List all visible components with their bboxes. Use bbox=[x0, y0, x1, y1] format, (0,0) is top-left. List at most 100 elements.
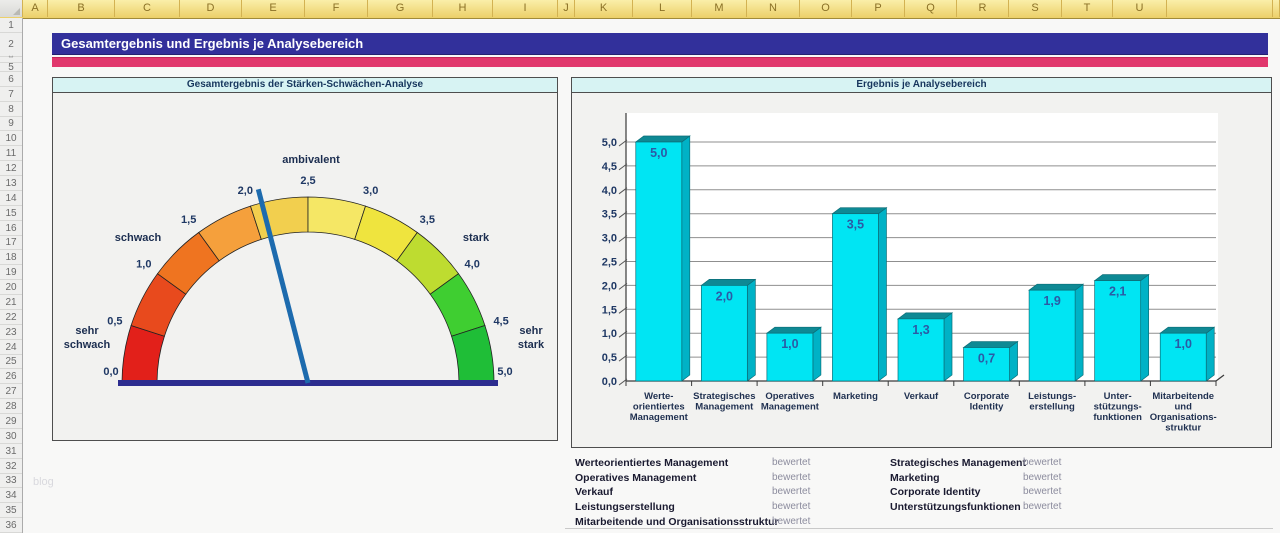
column-header-E[interactable]: E bbox=[242, 0, 305, 17]
row-header-30[interactable]: 30 bbox=[0, 429, 22, 444]
status-name-cell[interactable]: Operatives Management bbox=[575, 472, 697, 484]
row-header-34[interactable]: 34 bbox=[0, 488, 22, 503]
column-header-K[interactable]: K bbox=[575, 0, 633, 17]
row-header-25[interactable]: 25 bbox=[0, 355, 22, 369]
row-header-10[interactable]: 10 bbox=[0, 131, 22, 146]
row-header-9[interactable]: 9 bbox=[0, 117, 22, 131]
column-header-blank[interactable] bbox=[1273, 0, 1280, 17]
bar-1[interactable] bbox=[700, 285, 748, 382]
column-header-N[interactable]: N bbox=[747, 0, 800, 17]
bar-side-8 bbox=[1205, 326, 1215, 382]
bar-value-label: 2,0 bbox=[716, 289, 733, 303]
column-header-O[interactable]: O bbox=[800, 0, 852, 17]
row-header-33[interactable]: 33 bbox=[0, 474, 22, 488]
column-header-M[interactable]: M bbox=[692, 0, 747, 17]
row-header-27[interactable]: 27 bbox=[0, 384, 22, 399]
gauge-chart[interactable]: Gesamtergebnis der Stärken-Schwächen-Ana… bbox=[52, 77, 558, 441]
column-header-D[interactable]: D bbox=[180, 0, 242, 17]
status-name-cell[interactable]: Marketing bbox=[890, 472, 940, 484]
gauge-segment-9[interactable] bbox=[451, 324, 495, 384]
status-value-cell[interactable]: bewertet bbox=[772, 457, 811, 468]
bar-6[interactable] bbox=[1028, 289, 1076, 382]
row-header-8[interactable]: 8 bbox=[0, 102, 22, 117]
row-header-5[interactable]: 5 bbox=[0, 62, 22, 73]
status-name-cell[interactable]: Leistungserstellung bbox=[575, 501, 675, 513]
bar-8[interactable] bbox=[1159, 332, 1207, 382]
column-header-S[interactable]: S bbox=[1009, 0, 1062, 17]
row-header-1[interactable]: 1 bbox=[0, 18, 22, 33]
bar-top-8 bbox=[1159, 326, 1216, 334]
row-header-7[interactable]: 7 bbox=[0, 87, 22, 102]
hidden-rows-marker[interactable]: ** bbox=[0, 56, 22, 63]
status-value-cell[interactable]: bewertet bbox=[772, 486, 811, 497]
row-header-2[interactable]: 2 bbox=[0, 33, 22, 57]
status-value-cell[interactable]: bewertet bbox=[1023, 457, 1062, 468]
row-header-29[interactable]: 29 bbox=[0, 414, 22, 429]
column-header-L[interactable]: L bbox=[633, 0, 692, 17]
gauge-segment-4[interactable] bbox=[249, 196, 309, 240]
row-header-20[interactable]: 20 bbox=[0, 280, 22, 295]
column-header-H[interactable]: H bbox=[433, 0, 493, 17]
gauge-zone-far-right: sehr stark bbox=[518, 325, 545, 351]
bar-5[interactable] bbox=[963, 347, 1010, 382]
row-header-23[interactable]: 23 bbox=[0, 325, 22, 340]
row-header-32[interactable]: 32 bbox=[0, 459, 22, 474]
status-name-cell[interactable]: Corporate Identity bbox=[890, 486, 981, 498]
row-header-31[interactable]: 31 bbox=[0, 444, 22, 459]
row-header-36[interactable]: 36 bbox=[0, 518, 22, 533]
column-header-A[interactable]: A bbox=[23, 0, 48, 17]
row-header-18[interactable]: 18 bbox=[0, 250, 22, 265]
column-header-J[interactable]: J bbox=[558, 0, 575, 17]
status-name-cell[interactable]: Werteorientiertes Management bbox=[575, 457, 729, 469]
row-header-21[interactable]: 21 bbox=[0, 295, 22, 310]
row-header-26[interactable]: 26 bbox=[0, 369, 22, 384]
column-header-T[interactable]: T bbox=[1062, 0, 1113, 17]
bar-0[interactable] bbox=[635, 141, 683, 382]
column-header-B[interactable]: B bbox=[48, 0, 115, 17]
bar-4[interactable] bbox=[897, 318, 945, 382]
bar-3[interactable] bbox=[832, 213, 879, 382]
row-header-19[interactable]: 19 bbox=[0, 265, 22, 280]
column-header-C[interactable]: C bbox=[115, 0, 180, 17]
bar-chart[interactable]: Ergebnis je Analysebereich 0,0 0,5 1,0 1,5 2… bbox=[571, 77, 1272, 448]
column-header-F[interactable]: F bbox=[305, 0, 368, 17]
row-header-22[interactable]: 22 bbox=[0, 310, 22, 325]
gauge-zone-far-left: sehr schwach bbox=[64, 325, 111, 351]
column-header-blank[interactable] bbox=[1167, 0, 1273, 17]
row-header-13[interactable]: 13 bbox=[0, 176, 22, 191]
status-name-cell[interactable]: Strategisches Management bbox=[890, 457, 1026, 469]
status-name-cell[interactable]: Mitarbeitende und Organisationsstruktur bbox=[575, 516, 779, 528]
row-header-17[interactable]: 17 bbox=[0, 236, 22, 250]
column-header-G[interactable]: G bbox=[368, 0, 433, 17]
gauge-needle[interactable] bbox=[255, 188, 311, 384]
bar-7[interactable] bbox=[1094, 280, 1142, 382]
status-name-cell[interactable]: Unterstützungsfunktionen bbox=[890, 501, 1021, 513]
column-header-I[interactable]: I bbox=[493, 0, 558, 17]
row-header-35[interactable]: 35 bbox=[0, 503, 22, 518]
sheet-title-cell[interactable]: Gesamtergebnis und Ergebnis je Analysebe… bbox=[52, 33, 1268, 55]
status-name-cell[interactable]: Verkauf bbox=[575, 486, 613, 498]
row-header-28[interactable]: 28 bbox=[0, 399, 22, 414]
row-header-15[interactable]: 15 bbox=[0, 206, 22, 221]
bar-2[interactable] bbox=[766, 332, 814, 382]
row-header-6[interactable]: 6 bbox=[0, 72, 22, 87]
row-header-11[interactable]: 11 bbox=[0, 146, 22, 161]
status-value-cell[interactable]: bewertet bbox=[1023, 501, 1062, 512]
row-header-24[interactable]: 24 bbox=[0, 340, 22, 355]
column-header-R[interactable]: R bbox=[957, 0, 1009, 17]
select-all-corner[interactable] bbox=[0, 0, 23, 17]
status-value-cell[interactable]: bewertet bbox=[1023, 486, 1062, 497]
gauge-chart-canvas[interactable]: 0,0 0,5 1,0 1,5 2,0 2,5 3,0 3,5 4,0 4,5 5,0 ambival… bbox=[53, 93, 557, 440]
status-value-cell[interactable]: bewertet bbox=[1023, 472, 1062, 483]
row-header-14[interactable]: 14 bbox=[0, 191, 22, 206]
column-header-Q[interactable]: Q bbox=[905, 0, 957, 17]
row-header-12[interactable]: 12 bbox=[0, 161, 22, 176]
column-header-P[interactable]: P bbox=[852, 0, 905, 17]
y-tick-label: 3,5 bbox=[602, 209, 617, 221]
bar-chart-canvas[interactable]: 0,0 0,5 1,0 1,5 2,0 2,5 3,0 3,5 4,0 4,5 5,0 5,0 Wert… bbox=[572, 93, 1271, 447]
status-value-cell[interactable]: bewertet bbox=[772, 501, 811, 512]
status-value-cell[interactable]: bewertet bbox=[772, 516, 811, 527]
status-value-cell[interactable]: bewertet bbox=[772, 472, 811, 483]
column-header-U[interactable]: U bbox=[1113, 0, 1167, 17]
row-header-16[interactable]: 16 bbox=[0, 221, 22, 236]
